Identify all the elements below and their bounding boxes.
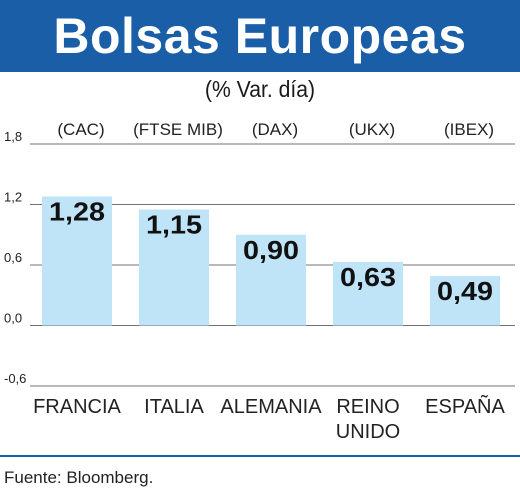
data-label: 0,90 [243, 235, 299, 265]
index-code-label: (DAX) [252, 120, 298, 139]
index-code-label: (FTSE MIB) [133, 120, 223, 139]
data-label: 0,63 [340, 262, 396, 292]
index-code-label: (IBEX) [444, 120, 494, 139]
x-tick-label: ITALIA [144, 396, 204, 418]
y-tick-label: 1,8 [4, 129, 22, 144]
data-label: 1,28 [49, 196, 105, 226]
chart-title: Bolsas Europeas [0, 0, 520, 72]
y-tick-label: 0,6 [4, 250, 22, 265]
labels: 1,8 1,2 0,6 0,0 -0,6 1,28 (CAC) FRANCIA 1,15 (FTS… [4, 120, 505, 443]
source-note: Fuente: Bloomberg. [4, 468, 154, 487]
bar [42, 196, 112, 326]
data-label: 0,49 [437, 276, 493, 306]
bar [333, 261, 403, 326]
index-code-label: (CAC) [57, 120, 104, 139]
x-tick-label: ESPAÑA [425, 394, 505, 418]
x-tick-label: REINO [336, 396, 399, 418]
x-tick-label-line2: UNIDO [336, 421, 400, 443]
y-tick-label: 1,2 [4, 190, 22, 205]
y-tick-label: -0,6 [4, 371, 26, 386]
bars [42, 196, 500, 326]
y-tick-label: 0,0 [4, 311, 22, 326]
bar-chart: 1,8 1,2 0,6 0,0 -0,6 1,28 (CAC) FRANCIA 1,15 (FTS… [4, 120, 515, 443]
bar [236, 234, 306, 326]
data-label: 1,15 [146, 210, 202, 240]
bar [430, 276, 500, 326]
chart-subtitle: (% Var. día) [204, 76, 316, 102]
index-code-label: (UKX) [349, 120, 395, 139]
bottom-rule [0, 455, 520, 457]
x-tick-label: ALEMANIA [220, 396, 322, 418]
x-tick-label: FRANCIA [33, 396, 121, 418]
bar [139, 209, 209, 326]
